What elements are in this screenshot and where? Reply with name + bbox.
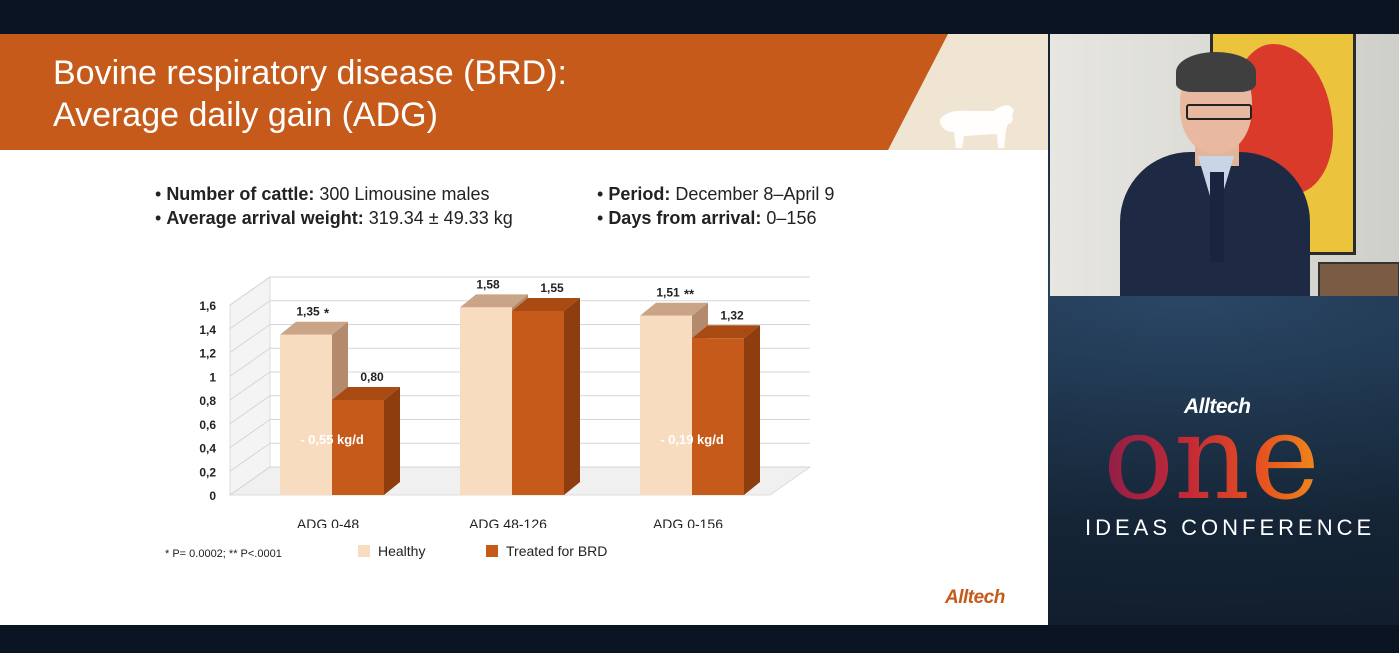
bullet-period: • Period: December 8–April 9 — [597, 184, 835, 204]
bar-treated-side — [384, 387, 400, 495]
slide-title: Bovine respiratory disease (BRD): Averag… — [53, 52, 567, 136]
difference-annotation: - 0,55 kg/d — [300, 432, 364, 447]
bullet-days: • Days from arrival: 0–156 — [597, 208, 817, 228]
bullet-period-label: Period: — [608, 184, 671, 204]
x-category-label: ADG 0-48 — [297, 516, 359, 528]
alltech-logo: Alltech — [1184, 395, 1251, 418]
bottom-strip — [0, 625, 1399, 653]
bar-healthy-top — [460, 294, 528, 308]
data-label-treated: 1,32 — [720, 308, 744, 322]
y-tick-label: 1 — [209, 370, 216, 384]
bar-healthy — [280, 334, 332, 495]
data-label-treated: 1,55 — [540, 281, 564, 295]
data-label-treated: 0,80 — [360, 370, 384, 384]
legend-treated: Treated for BRD — [486, 543, 607, 559]
bullet-days-label: Days from arrival: — [608, 208, 762, 228]
bar-treated-top — [512, 297, 580, 311]
bullets-left: • Number of cattle: 300 Limousine males … — [155, 182, 513, 230]
legend-treated-label: Treated for BRD — [506, 543, 608, 559]
bar-healthy — [640, 315, 692, 495]
significance-footnote: * P= 0.0002; ** P<.0001 — [165, 548, 282, 560]
bar-treated — [332, 400, 384, 495]
y-tick-label: 0,6 — [199, 418, 216, 432]
presenter-glasses — [1186, 104, 1252, 120]
slide-header — [0, 34, 1048, 150]
bullet-days-value: 0–156 — [766, 208, 817, 228]
bullets-right: • Period: December 8–April 9 • Days from… — [597, 182, 834, 230]
gridline-diagonal — [229, 419, 271, 448]
presenter-hair — [1176, 52, 1256, 92]
legend-healthy-label: Healthy — [378, 543, 426, 559]
x-category-label: ADG 48-126 — [469, 516, 547, 528]
significance-marker: ** — [684, 287, 695, 302]
bullet-weight: • Average arrival weight: 319.34 ± 49.33… — [155, 208, 513, 228]
gridline-diagonal — [229, 466, 271, 496]
slide-title-line-1: Bovine respiratory disease (BRD): — [53, 54, 567, 92]
gridline-diagonal — [229, 395, 271, 425]
bar-treated-top — [332, 387, 400, 400]
gridline-diagonal — [229, 300, 271, 330]
difference-annotation: - 0,19 kg/d — [660, 432, 724, 447]
gridline-diagonal — [229, 324, 271, 353]
slide-title-line-2: Average daily gain (ADG) — [53, 96, 438, 134]
y-tick-label: 0,2 — [199, 465, 216, 479]
y-tick-label: 0,4 — [199, 442, 216, 456]
adg-bar-chart: 0 0,2 0,4 0,6 0,8 1 1,2 1,4 1,6 1,35 * 0,80 - 0,55 k… — [199, 276, 812, 528]
presenter-webcam — [1050, 34, 1399, 296]
photo-frame — [1318, 262, 1399, 296]
ideas-conference-label: IDEAS CONFERENCE — [1085, 515, 1376, 540]
bar-healthy — [460, 307, 512, 495]
y-tick-label: 1,4 — [199, 323, 216, 337]
bullet-cattle-label: Number of cattle: — [166, 184, 315, 204]
bullet-weight-value: 319.34 ± 49.33 kg — [368, 208, 513, 228]
cow-icon — [940, 105, 1014, 148]
bar-treated — [692, 338, 744, 495]
one-logo: one — [1103, 388, 1320, 526]
presenter-tie — [1210, 172, 1224, 262]
bar-healthy-top — [280, 321, 348, 335]
y-tick-label: 1,2 — [199, 347, 216, 361]
bullet-cattle-value: 300 Limousine males — [319, 184, 490, 204]
y-tick-label: 0,8 — [199, 394, 216, 408]
data-label-healthy: 1,51 — [656, 286, 680, 300]
bar-treated-side — [744, 325, 760, 495]
bar-treated-side — [564, 297, 580, 495]
bullet-cattle: • Number of cattle: 300 Limousine males — [155, 184, 490, 204]
data-label-healthy: 1,35 — [296, 305, 320, 319]
top-strip — [0, 0, 1399, 34]
bar-treated — [512, 310, 564, 495]
bar-treated-top — [692, 325, 760, 339]
legend-healthy-swatch — [358, 545, 370, 557]
data-label-healthy: 1,58 — [476, 277, 500, 291]
presentation-slide: Bovine respiratory disease (BRD): Averag… — [0, 34, 1048, 625]
x-category-label: ADG 0-156 — [653, 516, 723, 528]
gridline-diagonal — [229, 442, 271, 472]
legend-treated-swatch — [486, 545, 498, 557]
significance-marker: * — [324, 306, 330, 321]
legend-healthy: Healthy — [358, 543, 425, 559]
bullet-weight-label: Average arrival weight: — [166, 208, 364, 228]
y-tick-label: 0 — [209, 489, 216, 503]
bullet-period-value: December 8–April 9 — [675, 184, 835, 204]
alltech-logo-small: Alltech — [945, 587, 1005, 608]
gridline-diagonal — [229, 276, 271, 306]
bar-healthy-top — [640, 302, 708, 316]
gridline-diagonal — [229, 371, 271, 401]
gridline-diagonal — [229, 347, 271, 377]
y-tick-label: 1,6 — [199, 299, 216, 313]
